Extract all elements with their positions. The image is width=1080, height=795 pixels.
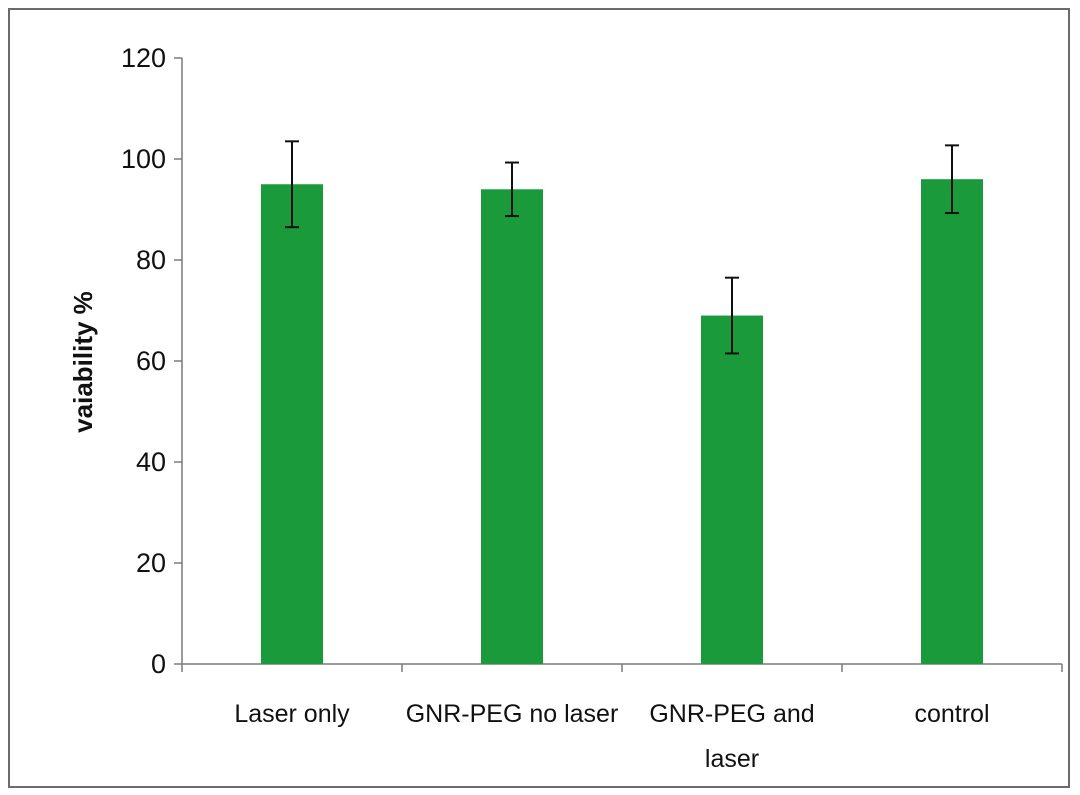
y-tick-label: 100 — [121, 144, 166, 174]
chart-frame: vaiability % 0 20 40 60 80 100 120 Laser only GN… — [8, 8, 1070, 788]
bar — [701, 315, 763, 664]
y-tick-label: 20 — [136, 548, 166, 578]
x-category-label: control — [914, 700, 989, 728]
y-tick-label: 40 — [136, 447, 166, 477]
x-category-label: GNR-PEG and laser — [649, 700, 814, 773]
y-tick-label: 80 — [136, 245, 166, 275]
bar — [481, 189, 543, 665]
bar-chart: vaiability % 0 20 40 60 80 100 120 Laser only GN… — [68, 43, 1063, 773]
x-category-label: GNR-PEG no laser — [406, 700, 619, 728]
y-tick-label: 60 — [136, 346, 166, 376]
bar — [921, 179, 983, 664]
y-tick-label: 120 — [121, 43, 166, 73]
y-tick-label: 0 — [151, 649, 166, 679]
x-category-label: Laser only — [234, 700, 350, 728]
bar — [261, 184, 323, 664]
plot-area: 0 20 40 60 80 100 120 Laser only GNR-PEG no lase… — [121, 43, 1063, 773]
y-axis-title: vaiability % — [68, 291, 98, 433]
